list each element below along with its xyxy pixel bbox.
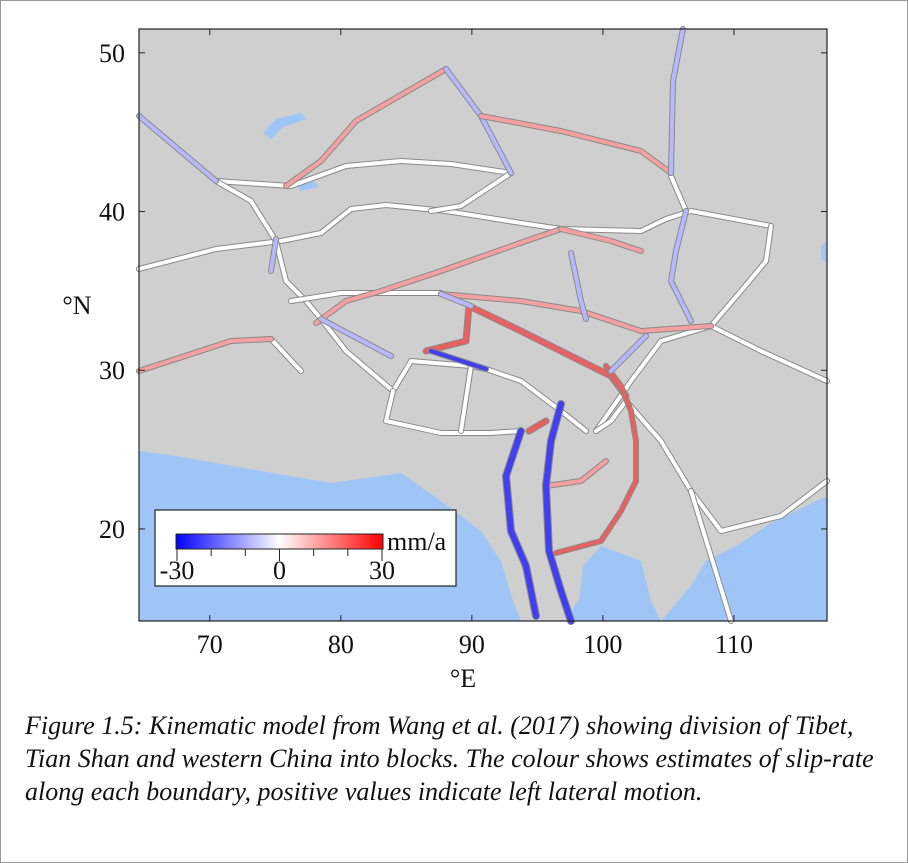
colorbar-scale [176, 534, 383, 549]
y-tick-label: 40 [99, 198, 125, 227]
y-tick-label: 30 [99, 356, 125, 385]
x-tick-label: 110 [715, 630, 753, 659]
colorbar-tick-label: -30 [160, 556, 195, 585]
x-tick-label: 80 [328, 630, 354, 659]
caption: Figure 1.5: Kinematic model from Wang et… [25, 709, 885, 808]
y-axis-label: °N [62, 291, 91, 320]
x-axis-label: °E [450, 664, 476, 693]
map-figure: 70 80 90 100 110 20 30 40 50 °E °N mm/a -30 0 30 [1, 1, 907, 701]
y-tick-label: 20 [99, 515, 125, 544]
x-tick-label: 70 [197, 630, 223, 659]
x-tick-label: 90 [459, 630, 485, 659]
colorbar: mm/a -30 0 30 [155, 510, 456, 586]
colorbar-tick-label: 30 [369, 556, 395, 585]
y-tick-label: 50 [99, 39, 125, 68]
figure-page: 70 80 90 100 110 20 30 40 50 °E °N mm/a -30 0 30 F… [0, 0, 908, 863]
colorbar-unit: mm/a [387, 527, 447, 556]
colorbar-tick-label: 0 [273, 556, 286, 585]
x-tick-label: 100 [583, 630, 622, 659]
